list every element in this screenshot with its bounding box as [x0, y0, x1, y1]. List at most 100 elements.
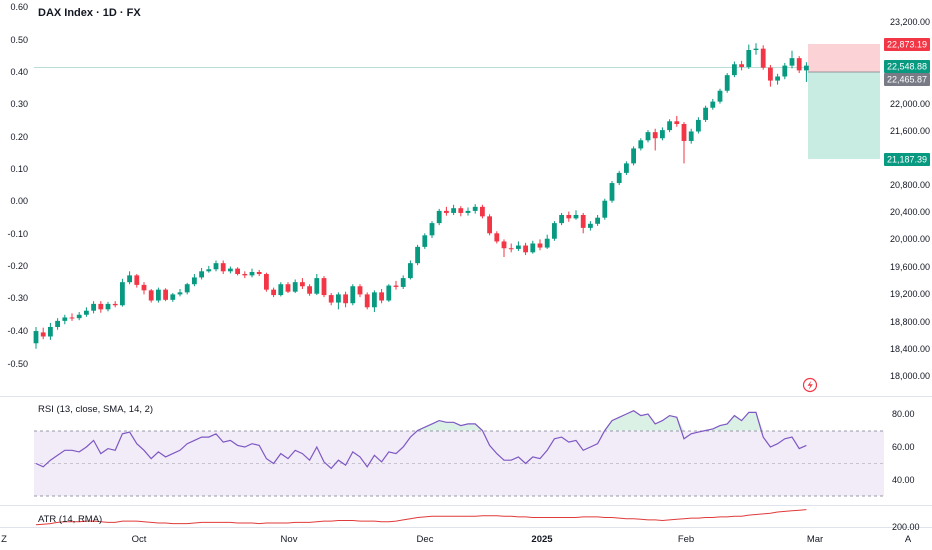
candle — [372, 290, 377, 313]
candle — [624, 161, 629, 175]
right-tick: 20,400.00 — [890, 207, 930, 217]
right-tick: 18,000.00 — [890, 371, 930, 381]
lightning-icon[interactable] — [802, 377, 818, 393]
candle — [696, 117, 701, 134]
atr-tick: 200.00 — [892, 522, 920, 532]
candle — [631, 146, 636, 166]
candle — [768, 64, 773, 87]
time-label: Oct — [132, 534, 147, 545]
candle — [148, 288, 154, 303]
candle — [760, 45, 766, 70]
rsi-axis: 80.00 60.00 40.00 — [892, 409, 915, 485]
atr-title: ATR (14, RMA) — [38, 514, 102, 525]
left-tick: 0.60 — [10, 2, 28, 12]
candle — [674, 115, 680, 127]
candle — [789, 50, 795, 69]
candle — [732, 61, 737, 78]
candle — [516, 241, 521, 251]
right-tick: 21,600.00 — [890, 126, 930, 136]
candle — [537, 239, 543, 251]
candle — [141, 282, 147, 295]
candle — [271, 287, 276, 298]
candle — [292, 279, 298, 294]
candle — [76, 312, 82, 321]
candle — [796, 56, 802, 74]
right-tick: 22,000.00 — [890, 99, 930, 109]
candle — [206, 265, 212, 273]
candle — [660, 127, 665, 141]
candle — [328, 293, 334, 306]
candle — [127, 271, 132, 285]
atr-line — [35, 509, 807, 526]
candle — [364, 292, 370, 310]
time-label: Z — [1, 534, 7, 545]
time-label: Mar — [807, 534, 823, 545]
rsi-tick: 40.00 — [892, 475, 915, 485]
left-tick: -0.50 — [7, 359, 28, 369]
time-label: Feb — [678, 534, 694, 545]
candle — [451, 204, 456, 215]
candle — [134, 274, 140, 288]
candle — [321, 276, 327, 298]
candle — [184, 282, 190, 295]
candle — [177, 288, 183, 297]
candle — [408, 260, 413, 280]
candle — [544, 234, 550, 249]
candle — [249, 268, 255, 278]
right-tick: 20,800.00 — [890, 180, 930, 190]
stop-zone[interactable] — [808, 44, 880, 72]
candle — [62, 314, 68, 325]
price-tag-label: 22,548.88 — [887, 62, 927, 72]
candle — [429, 221, 435, 239]
long-position-tool[interactable] — [808, 44, 880, 159]
candle — [652, 128, 658, 151]
candle — [163, 288, 168, 302]
candle — [98, 301, 104, 313]
left-tick: -0.10 — [7, 229, 28, 239]
candle — [350, 284, 356, 306]
candle — [717, 88, 723, 104]
price-tag: 22,873.19 — [884, 38, 930, 51]
candle — [314, 274, 320, 296]
candle — [48, 322, 53, 340]
candle — [602, 198, 608, 220]
right-tick: 23,200.00 — [890, 17, 930, 27]
candle — [703, 105, 708, 122]
candle — [480, 204, 485, 219]
chart-title: DAX Index · 1D · FX — [38, 7, 141, 19]
candle — [595, 214, 600, 226]
left-tick: -0.20 — [7, 261, 28, 271]
rsi-line — [35, 410, 807, 470]
atr-pane[interactable]: ATR (14, RMA) 200.00 — [35, 509, 920, 532]
candle — [336, 292, 341, 310]
left-tick: 0.20 — [10, 132, 28, 142]
candle — [379, 288, 384, 304]
candle — [530, 240, 536, 254]
price-tag-label: 22,465.87 — [887, 75, 927, 85]
candle — [120, 278, 125, 307]
candle — [782, 62, 788, 80]
main-pane[interactable] — [0, 0, 932, 396]
candle — [156, 287, 161, 303]
candle — [84, 307, 89, 317]
candles — [33, 43, 809, 349]
candle — [343, 291, 348, 308]
candle — [415, 244, 420, 266]
candle — [746, 44, 752, 70]
candle — [228, 266, 233, 274]
candle — [501, 239, 507, 258]
rsi-tick: 80.00 — [892, 409, 915, 419]
candle — [804, 62, 809, 82]
price-tag-label: 21,187.39 — [887, 155, 927, 165]
profit-zone[interactable] — [808, 72, 880, 159]
candle — [566, 211, 572, 222]
candle — [472, 204, 478, 214]
rsi-pane[interactable]: RSI (13, close, SMA, 14, 2) 80.00 60.00 40… — [34, 404, 915, 497]
right-tick: 19,600.00 — [890, 262, 930, 272]
candle — [667, 119, 672, 133]
time-axis[interactable]: Z Oct Nov Dec 2025 Feb Mar A — [1, 534, 912, 545]
candle — [307, 284, 312, 296]
right-tick: 20,000.00 — [890, 234, 930, 244]
candle — [724, 73, 730, 93]
